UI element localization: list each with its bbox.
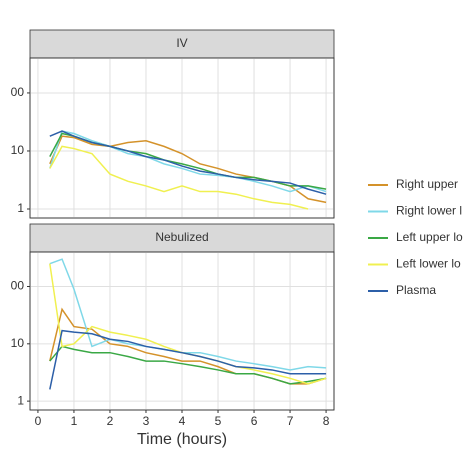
strip-title: IV xyxy=(176,36,187,50)
x-tick-label: 1 xyxy=(71,414,78,428)
y-tick-label: 10 xyxy=(11,143,25,157)
x-axis-label: Time (hours) xyxy=(137,431,227,448)
series-line xyxy=(49,130,327,193)
strip xyxy=(29,29,335,59)
legend-label: Right lower l xyxy=(396,204,462,218)
x-tick-label: 0 xyxy=(35,414,42,428)
x-tick-label: 2 xyxy=(107,414,114,428)
x-tick-label: 3 xyxy=(143,414,150,428)
y-tick-label: 00 xyxy=(11,85,25,99)
x-tick-label: 4 xyxy=(179,414,186,428)
series-line xyxy=(49,345,327,385)
strip-title: Nebulized xyxy=(155,230,208,244)
y-tick-label: 00 xyxy=(11,279,25,293)
series-line xyxy=(49,329,327,390)
x-tick-label: 6 xyxy=(251,414,258,428)
x-tick-label: 7 xyxy=(287,414,294,428)
panel-border xyxy=(29,251,335,411)
series-line xyxy=(49,145,309,210)
series-line xyxy=(49,130,327,195)
y-tick-label: 10 xyxy=(11,336,25,350)
y-tick-label: 1 xyxy=(17,201,24,215)
legend-label: Left lower lo xyxy=(396,257,461,271)
y-tick-label: 1 xyxy=(17,393,24,407)
legend-label: Plasma xyxy=(396,283,436,297)
x-tick-label: 8 xyxy=(323,414,330,428)
legend-label: Left upper lo xyxy=(396,230,463,244)
panel-border xyxy=(29,57,335,219)
legend-label: Right upper xyxy=(396,177,458,191)
x-tick-label: 5 xyxy=(215,414,222,428)
strip xyxy=(29,223,335,253)
